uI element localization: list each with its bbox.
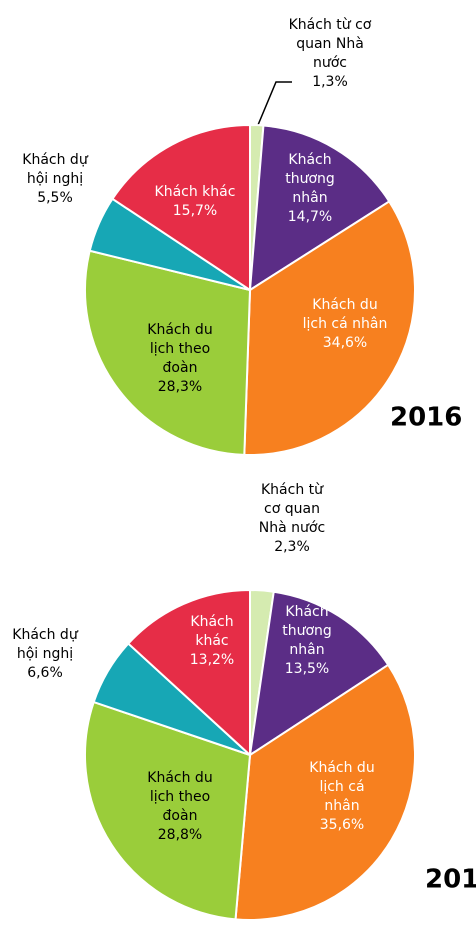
value-label: 34,6% [323,335,367,351]
label-line: Khách khác [155,184,236,200]
value-label: 6,6% [27,665,63,681]
leader-line [257,81,292,126]
pie-slice [84,700,252,921]
slice-label: Khách từ cơ quan Nhà nước [259,482,325,536]
pie-slice [243,200,416,456]
slice-label: Khách khác [190,614,233,649]
label-line: Khách từ cơ [289,17,372,33]
label-line: khác [195,633,228,649]
label-line: hội nghị [17,646,73,662]
label-line: Khách du [312,297,377,313]
label-line: đoàn [163,360,198,376]
value-label: 13,5% [285,661,329,677]
slice-label: Khách từ cơ quan Nhà nước [289,17,372,71]
label-line: Khách từ [261,482,324,498]
label-line: Khách dự [12,627,79,643]
chart-title: 2016 [390,403,462,433]
label-line: Nhà nước [259,520,325,536]
value-label: 14,7% [288,209,332,225]
label-line: Khách du [309,760,374,776]
value-label: 15,7% [173,203,217,219]
pie-slice [126,588,251,758]
label-line: thương [282,623,332,639]
label-line: Khách du [147,322,212,338]
label-line: Khách [285,604,328,620]
label-line: quan Nhà [296,36,364,52]
slice-label: Khách thương nhân [285,152,335,206]
slice-label: Khách du lịch cá nhân [309,760,374,814]
label-line: nhân [292,190,327,206]
chart-title: 2017 [425,865,476,895]
label-line: Khách [288,152,331,168]
pie-slice [248,590,390,758]
value-label: 28,3% [158,379,202,395]
label-line: nhân [324,798,359,814]
label-line: lịch cá nhân [303,316,388,332]
pie-slice [84,249,252,456]
label-line: lịch theo [150,789,210,805]
pie-slice [234,663,416,921]
slice-label: Khách du lịch cá nhân [303,297,388,332]
label-line: hội nghị [27,171,83,187]
value-label: 28,8% [158,827,202,843]
label-line: Khách [190,614,233,630]
slice-label: Khách dự hội nghị [22,152,89,187]
value-label: 2,3% [274,539,310,555]
value-label: 1,3% [312,74,348,90]
slice-label: Khách du lịch theo đoàn [147,322,212,376]
slice-label: Khách khác [155,184,236,200]
slice-label: Khách dự hội nghị [12,627,79,662]
value-label: 13,2% [190,652,234,668]
label-line: Khách dự [22,152,89,168]
label-line: đoàn [163,808,198,824]
label-line: lịch cá [319,779,364,795]
slice-label: Khách du lịch theo đoàn [147,770,212,824]
pie-slice [248,124,391,292]
label-line: nước [313,55,347,71]
label-line: cơ quan [264,501,320,517]
pie-slice [111,123,251,292]
slice-label: Khách thương nhân [282,604,332,658]
value-label: 35,6% [320,817,364,833]
label-line: nhân [289,642,324,658]
value-label: 5,5% [37,190,73,206]
label-line: Khách du [147,770,212,786]
label-line: lịch theo [150,341,210,357]
label-line: thương [285,171,335,187]
